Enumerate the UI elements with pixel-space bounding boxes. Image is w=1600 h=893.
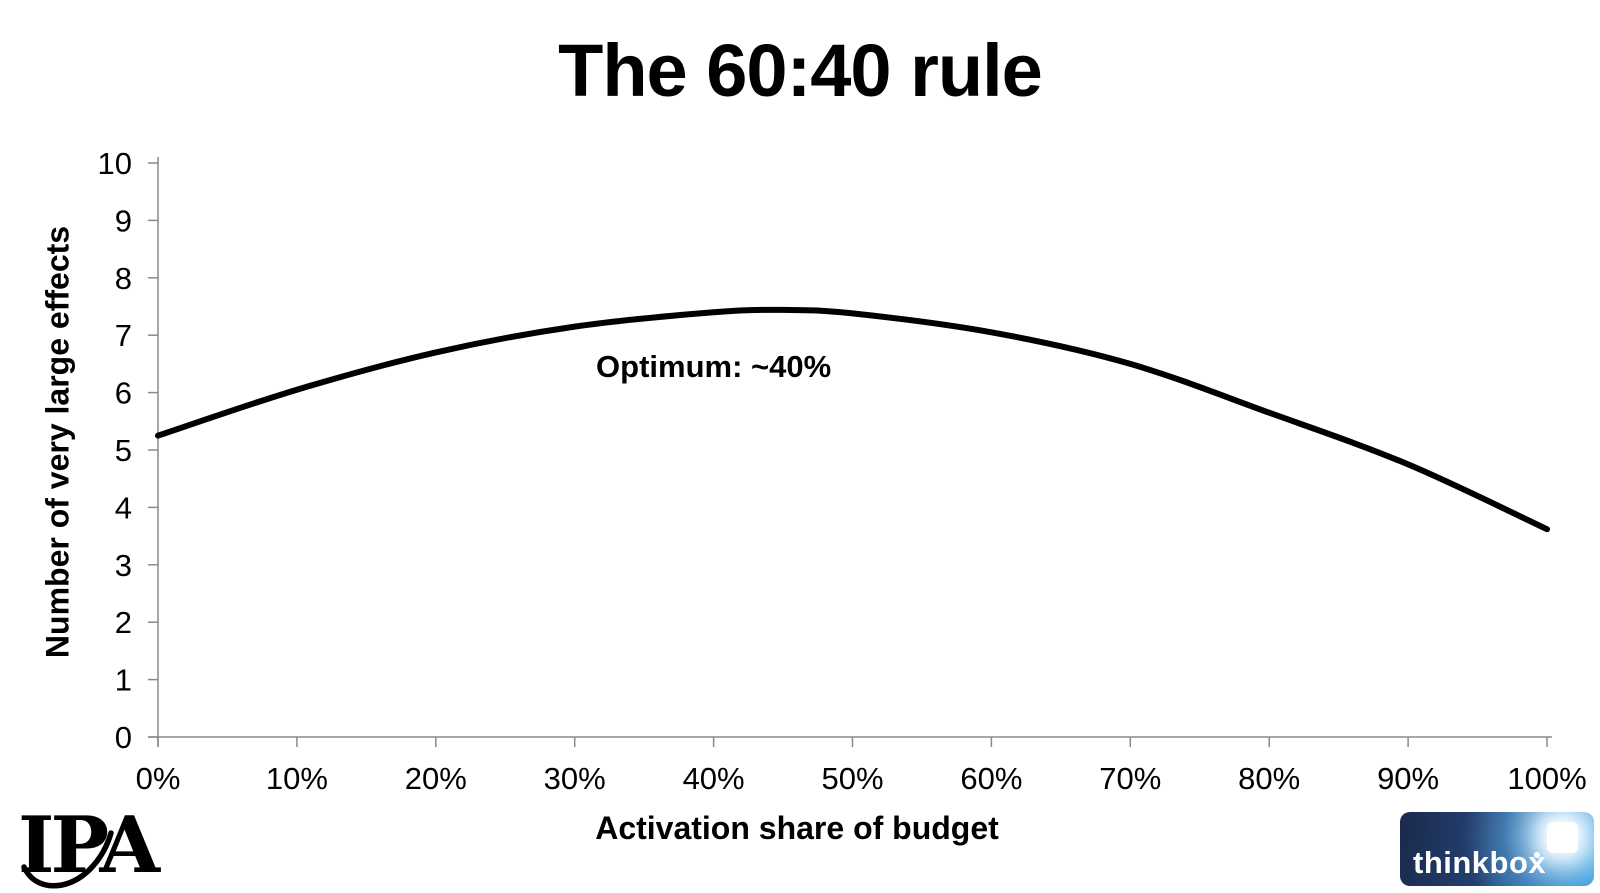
ipa-logo-swash <box>21 830 114 889</box>
y-tick-label: 2 <box>115 605 132 640</box>
x-tick-label: 50% <box>821 761 883 796</box>
x-tick-label: 80% <box>1238 761 1300 796</box>
thinkbox-dot-icon <box>1534 852 1540 858</box>
x-tick-label: 70% <box>1099 761 1161 796</box>
y-tick-label: 8 <box>115 261 132 296</box>
optimum-annotation: Optimum: ~40% <box>596 348 832 384</box>
y-tick-label: 9 <box>115 203 132 238</box>
ipa-logo-text: IPA <box>18 800 161 891</box>
ipa-logo: IPA <box>18 800 165 891</box>
x-axis-title: Activation share of budget <box>595 810 999 846</box>
x-tick-label: 60% <box>960 761 1022 796</box>
x-tick-label: 90% <box>1377 761 1439 796</box>
thinkbox-logo-text: thinkbox <box>1413 845 1547 880</box>
y-tick-label: 0 <box>115 720 132 755</box>
y-tick-label: 1 <box>115 663 132 698</box>
x-tick-label: 20% <box>405 761 467 796</box>
x-tick-label: 0% <box>136 761 181 796</box>
x-tick-label: 10% <box>266 761 328 796</box>
x-tick-label: 40% <box>683 761 745 796</box>
y-tick-label: 5 <box>115 433 132 468</box>
y-tick-label: 7 <box>115 318 132 353</box>
thinkbox-logo: thinkbox <box>1400 812 1594 886</box>
x-tick-label: 100% <box>1507 761 1586 796</box>
y-tick-label: 3 <box>115 548 132 583</box>
y-tick-label: 6 <box>115 376 132 411</box>
effects-curve <box>155 306 1550 533</box>
y-tick-label: 4 <box>115 490 132 525</box>
chart-title: The 60:40 rule <box>558 29 1043 112</box>
thinkbox-square-icon <box>1547 822 1578 853</box>
y-tick-label: 10 <box>98 146 132 181</box>
x-tick-label: 30% <box>544 761 606 796</box>
